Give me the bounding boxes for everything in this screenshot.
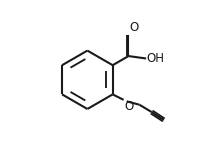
Text: O: O (129, 21, 139, 34)
Text: OH: OH (147, 52, 165, 65)
Text: O: O (124, 100, 133, 113)
